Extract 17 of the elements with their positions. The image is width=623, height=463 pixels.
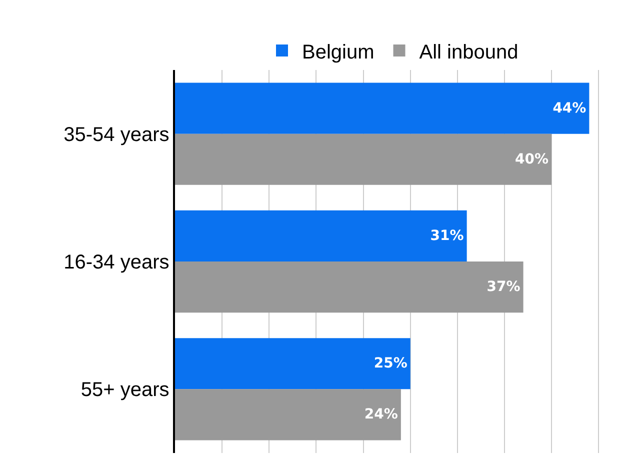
- bar: [175, 262, 524, 313]
- y-tick-label: 35-54 years: [64, 124, 170, 146]
- data-label: 25%: [374, 356, 408, 372]
- bar: [175, 389, 401, 440]
- legend-label: Belgium: [302, 41, 374, 64]
- bar: [175, 82, 590, 134]
- data-label: 40%: [515, 151, 549, 168]
- bar: [175, 210, 467, 262]
- bar: [175, 338, 410, 390]
- data-label: 31%: [430, 228, 464, 244]
- bar: [175, 134, 552, 185]
- y-tick-label: 16-34 years: [64, 252, 170, 274]
- legend-label: All inbound: [419, 41, 518, 64]
- data-label: 24%: [364, 406, 398, 423]
- data-label: 37%: [486, 279, 520, 296]
- y-tick-label: 55+ years: [80, 379, 170, 402]
- data-label: 44%: [552, 100, 586, 116]
